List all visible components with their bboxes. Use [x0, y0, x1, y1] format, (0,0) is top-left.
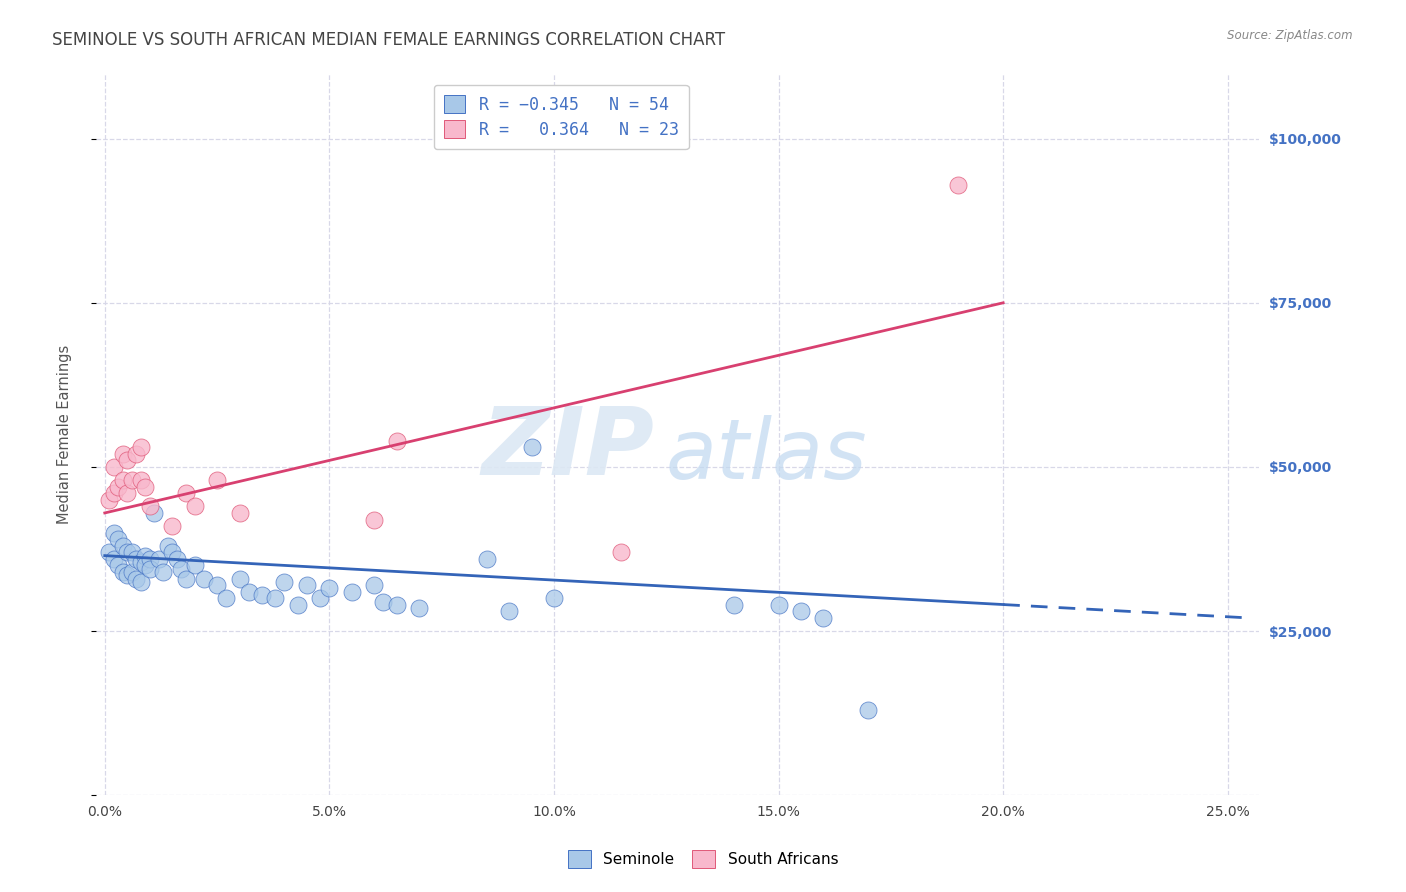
Point — [107, 532, 129, 546]
Point — [287, 598, 309, 612]
Point — [408, 601, 430, 615]
Point — [193, 572, 215, 586]
Point — [183, 500, 205, 514]
Point — [111, 539, 134, 553]
Point — [723, 598, 745, 612]
Point — [156, 539, 179, 553]
Point — [273, 574, 295, 589]
Point — [103, 486, 125, 500]
Point — [121, 473, 143, 487]
Point — [373, 594, 395, 608]
Point — [129, 555, 152, 569]
Point — [295, 578, 318, 592]
Point — [228, 506, 250, 520]
Point — [107, 480, 129, 494]
Point — [205, 578, 228, 592]
Point — [520, 440, 543, 454]
Point — [121, 565, 143, 579]
Point — [228, 572, 250, 586]
Point — [238, 584, 260, 599]
Point — [160, 519, 183, 533]
Point — [134, 558, 156, 573]
Point — [264, 591, 287, 606]
Point — [115, 545, 138, 559]
Point — [948, 178, 970, 192]
Point — [125, 572, 148, 586]
Point — [160, 545, 183, 559]
Point — [115, 453, 138, 467]
Text: Source: ZipAtlas.com: Source: ZipAtlas.com — [1227, 29, 1353, 43]
Point — [363, 512, 385, 526]
Point — [103, 525, 125, 540]
Point — [125, 447, 148, 461]
Point — [125, 552, 148, 566]
Point — [148, 552, 170, 566]
Point — [174, 572, 197, 586]
Text: SEMINOLE VS SOUTH AFRICAN MEDIAN FEMALE EARNINGS CORRELATION CHART: SEMINOLE VS SOUTH AFRICAN MEDIAN FEMALE … — [52, 31, 725, 49]
Point — [183, 558, 205, 573]
Point — [129, 473, 152, 487]
Point — [111, 447, 134, 461]
Point — [309, 591, 332, 606]
Point — [134, 549, 156, 563]
Point — [138, 552, 160, 566]
Point — [858, 703, 880, 717]
Point — [121, 545, 143, 559]
Point — [543, 591, 565, 606]
Legend: Seminole, South Africans: Seminole, South Africans — [562, 844, 844, 873]
Point — [111, 473, 134, 487]
Text: atlas: atlas — [666, 416, 868, 496]
Point — [790, 604, 813, 618]
Point — [385, 598, 408, 612]
Point — [115, 568, 138, 582]
Point — [129, 574, 152, 589]
Point — [363, 578, 385, 592]
Point — [129, 440, 152, 454]
Point — [170, 562, 193, 576]
Point — [475, 552, 498, 566]
Point — [138, 500, 160, 514]
Point — [768, 598, 790, 612]
Point — [610, 545, 633, 559]
Point — [340, 584, 363, 599]
Point — [205, 473, 228, 487]
Point — [134, 480, 156, 494]
Point — [103, 552, 125, 566]
Point — [498, 604, 520, 618]
Point — [143, 506, 166, 520]
Point — [385, 434, 408, 448]
Point — [115, 486, 138, 500]
Point — [111, 565, 134, 579]
Text: ZIP: ZIP — [481, 402, 654, 494]
Point — [318, 582, 340, 596]
Point — [166, 552, 188, 566]
Point — [103, 460, 125, 475]
Point — [152, 565, 174, 579]
Point — [98, 545, 121, 559]
Point — [250, 588, 273, 602]
Point — [107, 558, 129, 573]
Legend: R = −0.345   N = 54, R =   0.364   N = 23: R = −0.345 N = 54, R = 0.364 N = 23 — [433, 85, 689, 149]
Y-axis label: Median Female Earnings: Median Female Earnings — [58, 344, 72, 524]
Point — [98, 492, 121, 507]
Point — [813, 611, 835, 625]
Point — [138, 562, 160, 576]
Point — [215, 591, 238, 606]
Point — [174, 486, 197, 500]
